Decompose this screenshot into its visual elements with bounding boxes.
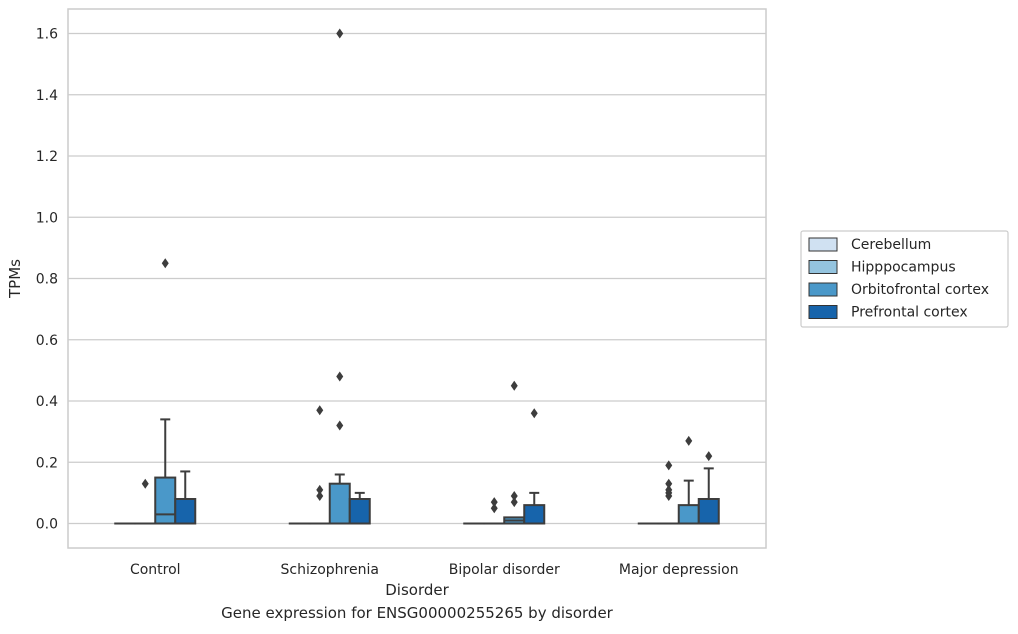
- outlier-point: [705, 451, 713, 462]
- x-axis-label: Disorder: [385, 581, 449, 599]
- y-axis-label: TPMs: [6, 259, 24, 299]
- y-tick-label: 0.4: [36, 394, 58, 410]
- legend-label: Hipppocampus: [851, 260, 956, 276]
- x-tick-label: Control: [130, 562, 181, 578]
- outlier-point: [336, 371, 344, 382]
- y-tick-label: 1.4: [36, 88, 58, 104]
- legend-swatch: [808, 260, 838, 274]
- legend-frame: [800, 230, 1009, 328]
- outlier-point: [490, 503, 498, 514]
- y-tick-label: 0.2: [36, 455, 58, 471]
- y-tick-label: 0.0: [36, 517, 58, 533]
- outlier-point: [161, 258, 169, 269]
- outlier-point: [316, 490, 324, 501]
- box-body: [174, 498, 197, 525]
- y-tick-label: 1.2: [36, 149, 58, 165]
- box-body: [697, 498, 720, 525]
- legend-swatch: [808, 237, 838, 252]
- legend-item: Cerebellum: [808, 237, 931, 253]
- box-3-1: [348, 491, 371, 525]
- legend: Cerebellum Hipppocampus Orbitofrontal cort…: [800, 230, 1009, 328]
- x-tick-label: Schizophrenia: [281, 562, 379, 578]
- box-2-0: [154, 258, 177, 525]
- legend-swatch: [808, 305, 838, 319]
- box-3-0: [174, 470, 197, 525]
- legend-item: Prefrontal cortex: [808, 305, 968, 321]
- outlier-point: [336, 420, 344, 431]
- legend-label: Cerebellum: [851, 237, 931, 253]
- figure-caption: Gene expression for ENSG00000255265 by d…: [221, 604, 613, 622]
- outlier-point: [530, 408, 538, 419]
- outlier-point: [510, 490, 518, 501]
- y-tick-label: 1.6: [36, 27, 58, 43]
- box-3-3: [697, 451, 720, 525]
- outlier-point: [336, 28, 344, 39]
- box-body: [523, 504, 546, 525]
- legend-swatch: [808, 282, 838, 297]
- box-3-2: [523, 408, 546, 525]
- outlier-point: [490, 497, 498, 508]
- outlier-point: [510, 380, 518, 391]
- box-1-3: [657, 460, 680, 525]
- box-2-3: [677, 435, 700, 525]
- box-1-2: [483, 497, 506, 525]
- box-2-1: [328, 28, 351, 525]
- box-1-1: [308, 405, 331, 525]
- outlier-point: [141, 478, 149, 489]
- y-tick-label: 0.8: [36, 272, 58, 288]
- box-body: [328, 482, 351, 525]
- x-tick-label: Bipolar disorder: [449, 562, 560, 578]
- outlier-point: [685, 435, 693, 446]
- y-tick-label: 1.0: [36, 210, 58, 226]
- outlier-point: [665, 460, 673, 471]
- x-tick-label: Major depression: [619, 562, 739, 578]
- plot-frame: [67, 8, 767, 549]
- legend-label: Prefrontal cortex: [851, 305, 968, 321]
- box-body: [348, 498, 371, 525]
- outlier-point: [316, 484, 324, 495]
- box-1-0: [134, 478, 157, 525]
- legend-item: Hipppocampus: [808, 260, 956, 276]
- box-body: [677, 504, 700, 525]
- legend-item: Orbitofrontal cortex: [808, 282, 989, 298]
- y-tick-label: 0.6: [36, 333, 58, 349]
- outlier-point: [665, 484, 673, 495]
- legend-label: Orbitofrontal cortex: [851, 282, 989, 298]
- outlier-point: [316, 405, 324, 416]
- outlier-point: [665, 478, 673, 489]
- box-body: [154, 476, 177, 525]
- outlier-point: [510, 497, 518, 508]
